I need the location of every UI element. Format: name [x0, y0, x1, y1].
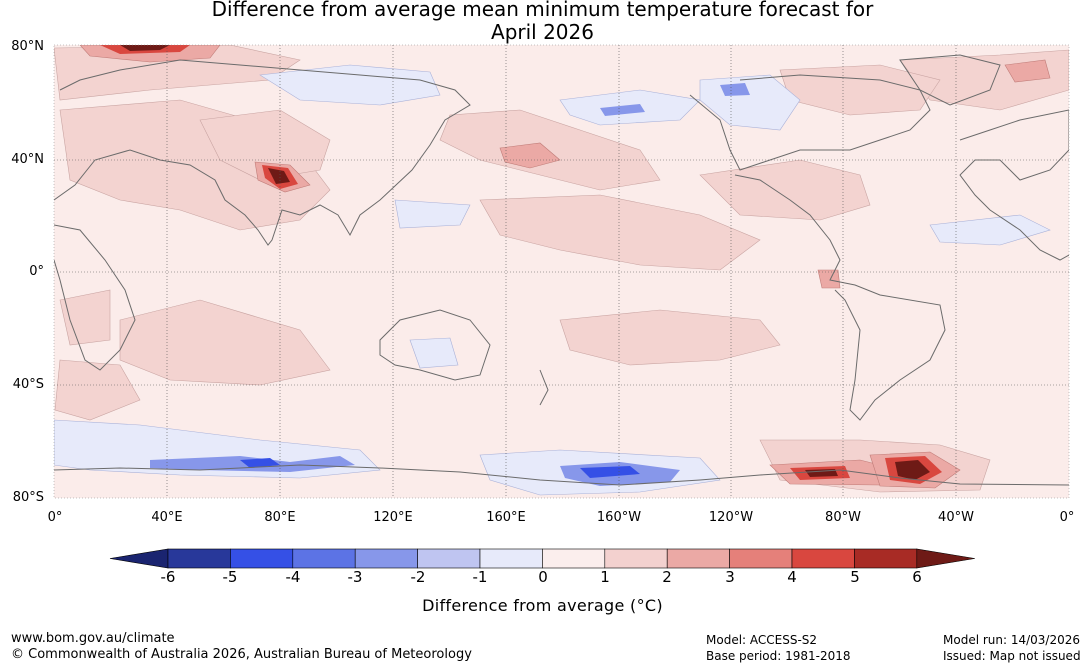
- lon-label: 40°E: [151, 510, 183, 525]
- lon-label: 0°: [1059, 510, 1075, 525]
- colorbar-tick-label: 0: [538, 568, 548, 586]
- anomaly-field: [54, 45, 1069, 498]
- colorbar-tick-label: 2: [662, 568, 672, 586]
- colorbar-tick-label: 3: [725, 568, 735, 586]
- website-link[interactable]: www.bom.gov.au/climate: [11, 631, 175, 646]
- colorbar-swatch: [230, 548, 294, 569]
- map-title-month: April 2026: [491, 20, 594, 44]
- lon-label: 40°W: [938, 510, 974, 525]
- colorbar-swatch: [417, 548, 481, 569]
- model-run-date: Model run: 14/03/2026: [943, 633, 1081, 647]
- colorbar-tick-label: 4: [787, 568, 797, 586]
- colorbar-under-arrow: [109, 548, 169, 569]
- colorbar-title: Difference from average (°C): [422, 596, 663, 615]
- lon-label: 160°W: [596, 510, 642, 525]
- colorbar-tick-label: 5: [850, 568, 860, 586]
- map-title: Difference from average mean minimum tem…: [211, 0, 874, 21]
- graticule: [54, 45, 1069, 498]
- colorbar-swatch: [479, 548, 543, 569]
- issued-status: Issued: Map not issued: [943, 649, 1081, 663]
- lon-label: 120°E: [373, 510, 413, 525]
- colorbar-over-arrow: [916, 548, 975, 569]
- colorbar-swatch: [729, 548, 793, 569]
- lon-label: 120°W: [708, 510, 754, 525]
- colorbar-tick-label: 1: [600, 568, 610, 586]
- lat-label: 80°S: [12, 490, 44, 505]
- lon-label: 160°E: [486, 510, 526, 525]
- colorbar: [109, 548, 975, 569]
- colorbar-swatch: [854, 548, 918, 569]
- colorbar-tick-label: -5: [222, 568, 238, 586]
- colorbar-swatch: [604, 548, 668, 569]
- colorbar-tick-label: -3: [347, 568, 363, 586]
- model-name: Model: ACCESS-S2: [706, 633, 818, 647]
- lat-label: 80°N: [11, 39, 44, 54]
- colorbar-tick-label: -1: [472, 568, 488, 586]
- colorbar-swatch: [791, 548, 855, 569]
- copyright-text: © Commonwealth of Australia 2026, Austra…: [11, 647, 472, 662]
- colorbar-tick-label: -4: [285, 568, 301, 586]
- colorbar-swatch: [542, 548, 606, 569]
- lat-label: 40°N: [11, 152, 44, 167]
- lon-label: 80°E: [264, 510, 296, 525]
- colorbar-swatch: [292, 548, 356, 569]
- colorbar-tick-label: -2: [410, 568, 426, 586]
- colorbar-tick-label: 6: [912, 568, 922, 586]
- lon-label: 0°: [47, 510, 63, 525]
- lon-label: 80°W: [825, 510, 861, 525]
- lat-label: 40°S: [12, 377, 44, 392]
- colorbar-swatch: [167, 548, 231, 569]
- colorbar-tick-label: -6: [160, 568, 176, 586]
- lat-label: 0°: [29, 264, 44, 279]
- base-period: Base period: 1981-2018: [706, 649, 851, 663]
- colorbar-swatch: [666, 548, 730, 569]
- colorbar-swatch: [354, 548, 418, 569]
